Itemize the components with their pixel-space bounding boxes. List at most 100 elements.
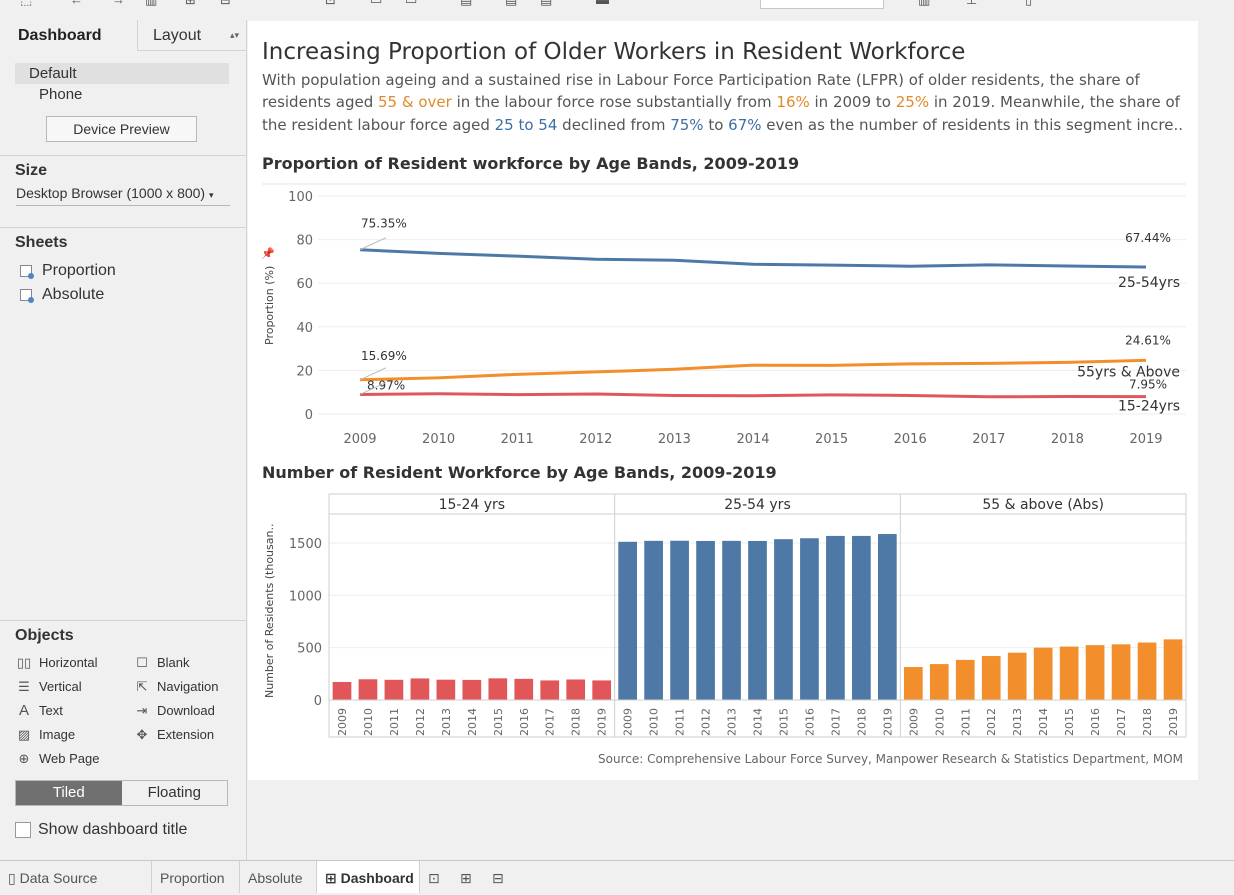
tab-dashboard[interactable]: Dashboard <box>18 27 102 44</box>
chevron-down-icon: ▾ <box>208 190 214 200</box>
object-download[interactable]: ⇥ Download <box>133 701 215 721</box>
toolbar-icon[interactable]: ▭ <box>370 0 382 8</box>
bar <box>410 678 430 700</box>
toolbar-icon[interactable]: ⊥ <box>966 0 977 8</box>
bar-chart-title: Number of Resident Workforce by Age Band… <box>262 463 777 482</box>
toolbar-icon[interactable]: ▬ <box>596 0 609 7</box>
new-worksheet-icon[interactable]: ⊡ <box>428 870 440 886</box>
bar <box>955 659 975 700</box>
proportion-line-chart: Proportion of Resident workforce by Age … <box>261 154 1186 447</box>
toolbar-icon[interactable]: ▥ <box>145 0 157 8</box>
toolbar-icon[interactable]: ▤ <box>540 0 552 8</box>
object-vertical[interactable]: ☰ Vertical <box>15 677 81 697</box>
series-name-label: 55yrs & Above <box>1077 364 1180 380</box>
line-chart-title: Proportion of Resident workforce by Age … <box>262 154 799 173</box>
bar <box>1163 639 1183 700</box>
bar <box>852 535 871 700</box>
x-tick-label: 2015 <box>777 708 790 736</box>
x-tick-label: 2019 <box>596 708 609 736</box>
toolbar-icon[interactable]: ▤ <box>460 0 472 8</box>
device-phone[interactable]: Phone <box>39 86 83 103</box>
x-tick-label: 2011 <box>388 708 401 736</box>
show-dashboard-title-checkbox[interactable]: Show dashboard title <box>15 820 187 840</box>
device-default[interactable]: Default <box>15 63 229 84</box>
sheet-item-proportion[interactable]: Proportion <box>0 259 247 283</box>
sheet-item-absolute[interactable]: Absolute <box>0 283 247 307</box>
panel-header: 55 & above (Abs) <box>982 497 1104 513</box>
description-fragment: in 2009 to <box>810 93 896 111</box>
tiled-button[interactable]: Tiled <box>16 781 122 805</box>
description-fragment: 25% <box>896 93 929 111</box>
description-fragment: residents aged <box>262 93 378 111</box>
description-fragment: to <box>704 116 729 134</box>
floating-button[interactable]: Floating <box>147 784 201 801</box>
bar <box>929 664 949 700</box>
toolbar-icon[interactable]: ▥ <box>918 0 930 8</box>
bar <box>618 541 638 700</box>
toolbar-icon[interactable]: ▭ <box>405 0 417 8</box>
object-image[interactable]: ▨ Image <box>15 725 75 745</box>
sheet-icon <box>20 265 34 279</box>
extension-icon: ✥ <box>136 727 148 742</box>
y-tick-label: 100 <box>288 190 313 205</box>
bar <box>903 667 923 700</box>
toolbar-dropdown[interactable] <box>760 0 884 9</box>
start-data-label: 8.97% <box>367 378 405 392</box>
tab-dashboard-active[interactable]: ⊞ Dashboard <box>317 861 420 893</box>
description-fragment: 25 to 54 <box>495 116 558 134</box>
bar <box>877 534 897 700</box>
bar <box>722 540 741 700</box>
x-tick-label: 2014 <box>466 708 479 736</box>
tab-absolute[interactable]: Absolute <box>240 861 317 893</box>
description-line-3: the resident labour force aged 25 to 54 … <box>262 116 1183 134</box>
end-data-label: 7.95% <box>1129 378 1167 392</box>
device-preview-button[interactable]: Device Preview <box>46 116 197 142</box>
x-tick-label: 2018 <box>570 708 583 736</box>
y-tick-label: 0 <box>305 408 313 423</box>
tab-data-source[interactable]: ▯ Data Source <box>0 861 152 893</box>
object-blank[interactable]: ☐ Blank <box>133 653 189 673</box>
toolbar-icon[interactable]: ⊞ <box>185 0 196 8</box>
object-navigation[interactable]: ⇱ Navigation <box>133 677 219 697</box>
object-text[interactable]: A Text <box>15 701 63 721</box>
globe-icon: ⊕ <box>18 751 30 766</box>
bar <box>774 539 793 700</box>
redo-icon[interactable]: → <box>112 0 125 7</box>
bar <box>1059 646 1079 700</box>
start-data-label: 15.69% <box>361 349 407 363</box>
x-tick-label: 2015 <box>492 708 505 736</box>
x-tick-label: 2014 <box>1037 708 1050 736</box>
sheet-tab-bar: ▯ Data Source Proportion Absolute ⊞ Dash… <box>0 860 1234 893</box>
start-data-label: 75.35% <box>361 217 407 231</box>
toolbar-icon[interactable]: ⊟ <box>220 0 231 8</box>
object-horizontal[interactable]: ▯▯ Horizontal <box>15 653 98 673</box>
sheet-label: Absolute <box>42 286 105 303</box>
new-dashboard-icon[interactable]: ⊞ <box>460 870 472 886</box>
toolbar-icon[interactable]: ▯ <box>1025 0 1032 8</box>
object-web-page[interactable]: ⊕ Web Page <box>15 749 100 769</box>
x-tick-label: 2012 <box>414 708 427 736</box>
tab-proportion[interactable]: Proportion <box>152 861 240 893</box>
bar <box>981 656 1001 700</box>
size-select[interactable]: Desktop Browser (1000 x 800) ▾ <box>16 185 230 206</box>
sheets-heading: Sheets <box>15 234 68 251</box>
tab-layout[interactable]: Layout ▴▾ <box>137 20 247 51</box>
checkbox-label: Show dashboard title <box>38 821 188 838</box>
toolbar: ⬚ ← → ▥ ⊞ ⊟ ⊡ ▭ ▭ ▤ ▤ ▤ ▬ ▥ ⊥ ▯ <box>0 0 1234 20</box>
x-tick-label: 2017 <box>829 708 842 736</box>
objects-heading: Objects <box>15 627 74 644</box>
object-extension[interactable]: ✥ Extension <box>133 725 215 745</box>
bar <box>696 540 715 700</box>
new-story-icon[interactable]: ⊟ <box>492 870 504 886</box>
end-data-label: 67.44% <box>1125 231 1171 245</box>
x-tick-label: 2009 <box>622 708 635 736</box>
bar <box>1033 647 1053 700</box>
y-tick-label: 0 <box>314 694 322 709</box>
description-fragment: 55 & over <box>378 93 453 111</box>
toolbar-icon[interactable]: ▤ <box>505 0 517 8</box>
toolbar-icon[interactable]: ⊡ <box>325 0 336 8</box>
dashboard-canvas: Increasing Proportion of Older Workers i… <box>248 21 1198 780</box>
toolbar-icon[interactable]: ⬚ <box>20 0 32 8</box>
undo-icon[interactable]: ← <box>70 0 83 7</box>
bar <box>332 681 352 700</box>
